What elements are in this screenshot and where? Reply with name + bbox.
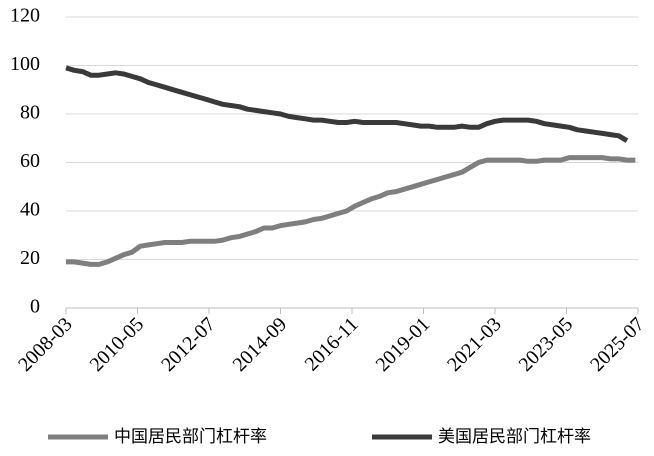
series-line (65, 65, 629, 143)
x-tick-label: 2010-05 (86, 313, 149, 376)
y-tick-label: 40 (20, 199, 40, 221)
x-tick-label: 2021-03 (443, 313, 506, 376)
y-tick-label: 0 (30, 296, 40, 318)
y-tick-label: 80 (20, 102, 40, 124)
x-tick-label: 2012-07 (157, 313, 220, 376)
y-tick-label: 120 (10, 5, 40, 27)
x-tick-label: 2023-05 (515, 313, 578, 376)
legend-label: 中国居民部门杠杆率 (114, 427, 267, 447)
series-line (66, 155, 636, 267)
x-tick-label: 2008-03 (14, 313, 77, 376)
y-tick-label: 100 (10, 53, 40, 75)
x-tick-label: 2019-01 (372, 313, 435, 376)
legend-label: 美国居民部门杠杆率 (438, 427, 591, 447)
y-tick-label: 20 (20, 247, 40, 269)
y-tick-label: 60 (20, 150, 40, 172)
x-tick-label: 2014-09 (229, 313, 292, 376)
x-tick-label: 2016-11 (301, 313, 363, 375)
x-tick-label: 2025-07 (586, 313, 649, 376)
